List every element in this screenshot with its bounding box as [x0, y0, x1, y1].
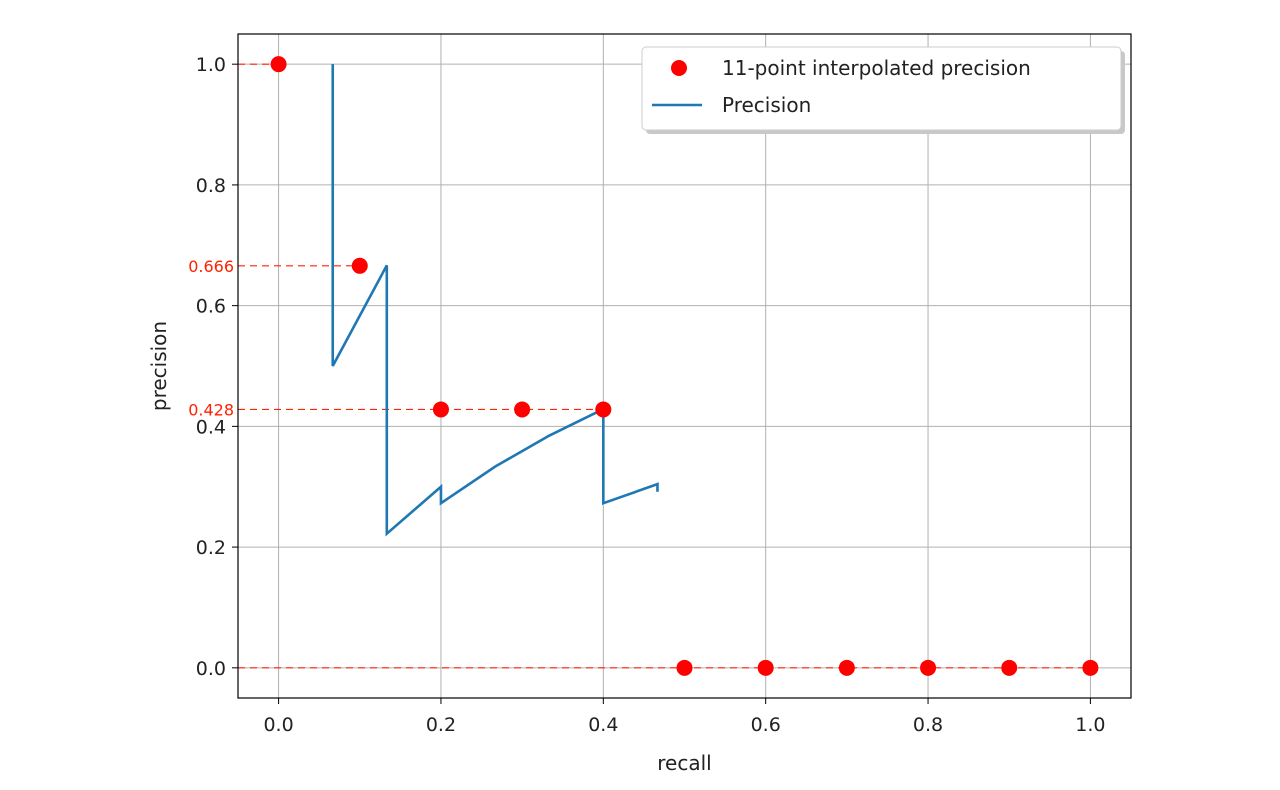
interpolated-precision-point [920, 659, 937, 676]
annotation-lines [238, 63, 1091, 669]
x-tick-label: 1.0 [1075, 714, 1105, 736]
y-tick-label: 0.2 [196, 537, 226, 559]
legend-marker-points [671, 60, 687, 76]
x-tick-label: 0.4 [588, 714, 618, 736]
precision-line [331, 64, 659, 537]
interpolated-precision-point [514, 401, 531, 418]
x-tick-label: 0.2 [426, 714, 456, 736]
interpolated-precision-point [432, 401, 449, 418]
interpolated-precision-point [1001, 659, 1018, 676]
interpolated-precision-point [270, 56, 287, 73]
y-tick-label: 0.6 [196, 296, 226, 318]
axis-ticks: 0.0 0.2 0.4 0.6 0.8 1.0 0.0 0.2 0.4 0.6 0.8 1.0 [196, 54, 1106, 736]
annotation-label: 0.666 [188, 257, 234, 276]
x-tick-label: 0.0 [263, 714, 293, 736]
interpolated-precision-point [1082, 659, 1099, 676]
interpolated-precision-point [676, 659, 693, 676]
x-axis-label: recall [657, 751, 711, 775]
y-tick-label: 1.0 [196, 54, 226, 76]
legend-label: 11-point interpolated precision [722, 56, 1031, 80]
y-tick-label: 0.4 [196, 416, 226, 438]
legend: 11-point interpolated precision Precision [641, 46, 1125, 134]
plot-frame [237, 33, 1132, 699]
y-axis-label: precision [147, 321, 171, 411]
precision-line-series [331, 64, 659, 537]
x-tick-label: 0.8 [913, 714, 943, 736]
annotation-label: 0.428 [188, 400, 234, 419]
interpolated-precision-points [270, 56, 1099, 676]
y-tick-label: 0.0 [196, 658, 226, 680]
interpolated-precision-point [838, 659, 855, 676]
y-tick-label: 0.8 [196, 175, 226, 197]
annotation-labels: 0.666 0.428 [188, 257, 234, 420]
interpolated-precision-point [595, 401, 612, 418]
interpolated-precision-point [351, 257, 368, 274]
x-tick-label: 0.6 [751, 714, 781, 736]
legend-box [641, 46, 1122, 131]
interpolated-precision-point [757, 659, 774, 676]
legend-label: Precision [722, 93, 811, 117]
